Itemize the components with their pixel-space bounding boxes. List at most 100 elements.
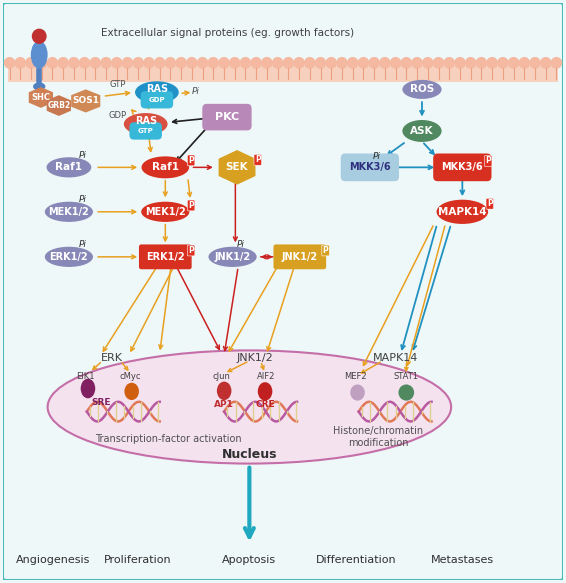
- Circle shape: [412, 58, 422, 68]
- Text: Pi: Pi: [237, 240, 245, 249]
- Text: SHC: SHC: [31, 93, 50, 102]
- Text: Pi: Pi: [79, 195, 86, 204]
- Text: EIK1: EIK1: [76, 373, 95, 381]
- Circle shape: [241, 58, 251, 68]
- Ellipse shape: [398, 384, 414, 401]
- Ellipse shape: [142, 156, 189, 178]
- Text: P: P: [188, 156, 194, 165]
- Text: MEF2: MEF2: [345, 373, 367, 381]
- Circle shape: [133, 58, 143, 68]
- Text: JNK1/2: JNK1/2: [282, 252, 318, 262]
- Text: JNK1/2: JNK1/2: [237, 353, 273, 363]
- Text: ERK1/2: ERK1/2: [146, 252, 185, 262]
- Text: P: P: [323, 246, 328, 255]
- Circle shape: [101, 58, 111, 68]
- Text: CRE: CRE: [255, 399, 275, 409]
- Text: Pi: Pi: [192, 87, 200, 96]
- Circle shape: [444, 58, 454, 68]
- Ellipse shape: [46, 157, 91, 177]
- FancyBboxPatch shape: [130, 122, 162, 140]
- Text: SOS1: SOS1: [72, 96, 99, 106]
- Text: P: P: [485, 156, 491, 166]
- Text: SRE: SRE: [91, 398, 110, 407]
- Circle shape: [32, 29, 46, 43]
- Ellipse shape: [45, 247, 93, 267]
- Text: P: P: [188, 246, 194, 255]
- Text: PKC: PKC: [215, 112, 239, 122]
- Text: MKK3/6: MKK3/6: [349, 162, 391, 173]
- Text: MAPK14: MAPK14: [438, 207, 487, 217]
- Circle shape: [391, 58, 401, 68]
- Circle shape: [509, 58, 518, 68]
- Circle shape: [187, 58, 197, 68]
- Text: Pi: Pi: [79, 151, 86, 160]
- Text: Proliferation: Proliferation: [104, 555, 171, 565]
- Circle shape: [122, 58, 132, 68]
- Text: Pi: Pi: [79, 240, 86, 249]
- Polygon shape: [46, 95, 71, 116]
- Text: RAS: RAS: [135, 116, 157, 126]
- Text: Transcription-factor activation: Transcription-factor activation: [95, 434, 242, 444]
- Circle shape: [401, 58, 411, 68]
- Circle shape: [348, 58, 358, 68]
- Circle shape: [530, 58, 540, 68]
- Circle shape: [369, 58, 379, 68]
- Text: ERK: ERK: [101, 353, 123, 363]
- Ellipse shape: [402, 80, 441, 99]
- Circle shape: [90, 58, 100, 68]
- Circle shape: [69, 58, 79, 68]
- Text: cJun: cJun: [212, 373, 230, 381]
- Text: JNK1/2: JNK1/2: [215, 252, 251, 262]
- Ellipse shape: [258, 382, 272, 401]
- Circle shape: [315, 58, 325, 68]
- Circle shape: [326, 58, 336, 68]
- Text: Metastases: Metastases: [431, 555, 494, 565]
- Bar: [8, 65, 558, 82]
- Text: MEK1/2: MEK1/2: [145, 207, 186, 217]
- FancyBboxPatch shape: [433, 153, 491, 181]
- Text: MAPK14: MAPK14: [372, 353, 418, 363]
- Text: GRB2: GRB2: [47, 101, 70, 110]
- Text: Differentiation: Differentiation: [316, 555, 396, 565]
- Circle shape: [305, 58, 315, 68]
- Circle shape: [541, 58, 551, 68]
- Circle shape: [230, 58, 240, 68]
- Text: P: P: [255, 155, 261, 164]
- Circle shape: [165, 58, 175, 68]
- Ellipse shape: [48, 350, 451, 463]
- Text: Histone/chromatin
modification: Histone/chromatin modification: [333, 426, 423, 448]
- Ellipse shape: [125, 382, 139, 400]
- Text: Nucleus: Nucleus: [222, 448, 277, 461]
- Circle shape: [58, 58, 68, 68]
- Circle shape: [380, 58, 390, 68]
- Text: GTP: GTP: [109, 80, 126, 89]
- Circle shape: [466, 58, 476, 68]
- Text: P: P: [487, 199, 492, 208]
- Ellipse shape: [45, 202, 93, 222]
- Ellipse shape: [350, 384, 365, 401]
- Text: STAT1: STAT1: [394, 373, 419, 381]
- Circle shape: [262, 58, 272, 68]
- Ellipse shape: [31, 41, 48, 69]
- Ellipse shape: [208, 247, 256, 267]
- FancyBboxPatch shape: [139, 244, 192, 269]
- Ellipse shape: [124, 113, 168, 135]
- Text: ASK: ASK: [410, 126, 434, 136]
- Circle shape: [155, 58, 165, 68]
- Text: RAS: RAS: [146, 85, 168, 94]
- FancyBboxPatch shape: [202, 104, 252, 131]
- Ellipse shape: [217, 382, 231, 400]
- Circle shape: [208, 58, 218, 68]
- Text: P: P: [188, 201, 194, 210]
- Text: Raf1: Raf1: [55, 162, 83, 173]
- Circle shape: [337, 58, 347, 68]
- Polygon shape: [71, 89, 100, 113]
- Circle shape: [198, 58, 208, 68]
- Ellipse shape: [402, 120, 441, 142]
- Circle shape: [273, 58, 282, 68]
- Text: GTP: GTP: [138, 128, 153, 134]
- FancyBboxPatch shape: [341, 153, 399, 181]
- FancyBboxPatch shape: [3, 3, 563, 580]
- Text: cMyc: cMyc: [120, 373, 142, 381]
- Text: GDP: GDP: [149, 97, 165, 103]
